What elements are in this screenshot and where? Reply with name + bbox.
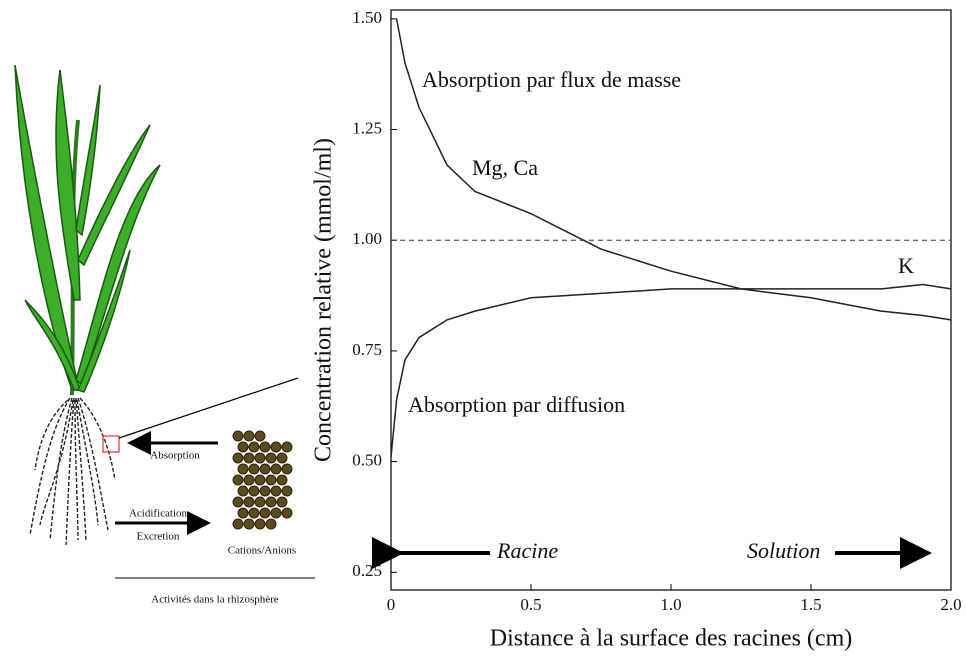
x-tick-label: 2.0 (940, 595, 961, 614)
y-tick-label: 0.75 (352, 340, 382, 359)
x-tick-label: 0 (387, 595, 396, 614)
x-tick-label: 1.0 (660, 595, 681, 614)
acidification-label: Acidification (129, 508, 188, 520)
ions-label: Cations/Anions (228, 545, 296, 557)
series-label: Mg, Ca (472, 155, 538, 180)
y-tick-label: 1.25 (352, 118, 382, 137)
annotation: Racine (496, 538, 558, 563)
y-tick-label: 0.25 (352, 561, 382, 580)
annotation: Absorption par flux de masse (422, 67, 681, 92)
absorption-label: Absorption (150, 450, 200, 462)
excretion-label: Excretion (137, 531, 180, 543)
series-label: K (898, 253, 914, 278)
y-tick-label: 1.00 (352, 229, 382, 248)
plant-illustration (14, 64, 315, 579)
annotation: Solution (747, 538, 820, 563)
y-tick-label: 0.50 (352, 451, 382, 470)
y-axis-label: Concentration relative (mmol/ml) (311, 138, 337, 462)
x-tick-label: 1.5 (800, 595, 821, 614)
x-axis-label: Distance à la surface des racines (cm) (490, 626, 852, 652)
x-tick-label: 0.5 (520, 595, 541, 614)
annotation: Absorption par diffusion (408, 392, 625, 417)
series-line (395, 18, 952, 321)
caption: Activités dans la rhizosphère (151, 594, 278, 606)
y-tick-label: 1.50 (352, 8, 382, 27)
plot-frame (390, 9, 952, 591)
series-line (390, 283, 952, 458)
